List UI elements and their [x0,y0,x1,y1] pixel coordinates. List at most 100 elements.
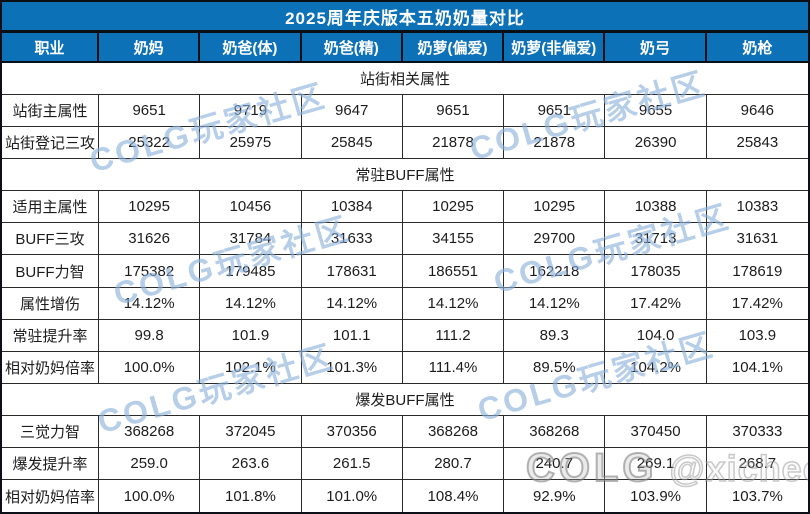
value-cell: 9647 [301,95,403,128]
value-cell: 14.12% [402,287,505,320]
value-cell: 14.12% [99,287,201,320]
table-row: 相对奶妈倍率 100.0% 101.8% 101.0% 108.4% 92.9% 103.9… [2,480,808,512]
value-cell: 89.3 [504,319,606,352]
value-cell: 100.0% [99,480,201,512]
value-cell: 111.4% [402,351,505,384]
table-row: 站街主属性 9651 9719 9647 9651 9651 9655 9646 [2,95,808,128]
value-cell: 31784 [200,223,302,256]
value-cell: 370356 [301,415,403,448]
value-cell: 101.0% [302,480,403,512]
row-label: 站街主属性 [2,95,99,128]
section-row: 常驻BUFF属性 [2,159,808,192]
value-cell: 9646 [706,95,808,128]
value-cell: 103.9% [605,480,707,512]
value-cell: 34155 [402,223,505,256]
value-cell: 104.0 [605,319,707,352]
value-cell: 101.1 [301,319,403,352]
value-cell: 17.42% [706,288,808,320]
table-row: BUFF三攻 31626 31784 31633 34155 29700 31713 3163… [2,223,808,256]
value-cell: 269.1 [605,447,707,481]
section-header: 站街相关属性 [2,63,808,96]
value-cell: 103.7% [731,487,783,505]
row-label: 常驻提升率 [2,319,99,352]
value-cell: 25843 [706,127,808,160]
value-cell: 25322 [99,127,201,160]
column-header: 奶爸(精) [301,33,403,63]
table-row: BUFF力智 175382 179485 178631 186551 162218 1780… [2,255,808,288]
row-label: 相对奶妈倍率 [2,480,99,512]
value-cell: 31713 [605,223,707,256]
table-row: 爆发提升率 259.0 263.6 261.5 280.7 240.7 269.1 268.7 [2,447,808,481]
value-cell: 179485 [200,255,302,288]
column-header: 奶枪 [706,33,808,63]
value-cell: 101.3% [301,351,403,384]
value-cell: 178631 [301,255,403,288]
value-cell: 268.7 [706,448,808,481]
value-cell: 104.2% [605,351,707,384]
value-cell: 21878 [402,127,505,160]
value-cell: 102.1% [200,351,302,384]
section-row: 爆发BUFF属性 [2,383,808,416]
value-cell: 29700 [504,223,606,256]
value-cell: 10384 [301,191,403,224]
value-cell: 368268 [402,415,505,448]
section-row: 站街相关属性 [2,63,808,96]
table-row: 站街登记三攻 25322 25975 25845 21878 21878 26390 2584… [2,127,808,160]
row-label: 爆发提升率 [2,447,99,481]
value-cell: 111.2 [402,319,505,352]
row-label: 属性增伤 [2,287,99,320]
value-cell: 240.7 [504,447,606,481]
value-cell: 108.4% [403,480,505,512]
row-label: BUFF力智 [2,255,99,288]
value-cell: 10388 [605,191,707,224]
value-cell: 103.9 [706,320,808,352]
value-cell: 14.12% [504,287,606,320]
table-row: 三觉力智 368268 372045 370356 368268 368268 370450… [2,415,808,448]
table-row: 相对奶妈倍率 100.0% 102.1% 101.3% 111.4% 89.5% 104.2… [2,351,808,384]
value-cell: 101.8% [200,480,302,512]
column-header: 奶萝(非偏爱) [504,33,606,63]
value-cell: 31631 [706,223,808,256]
value-cell: 178035 [605,255,707,288]
value-cell: 175382 [99,255,201,288]
value-cell: 14.12% [301,287,403,320]
column-header: 奶弓 [605,33,707,63]
value-cell: 9651 [99,95,201,128]
value-cell: 31626 [99,223,201,256]
value-cell: 92.9% [504,480,606,512]
value-cell: 10295 [99,191,201,224]
value-cell: 261.5 [301,447,403,481]
value-cell: 31633 [301,223,403,256]
value-cell: 10295 [402,191,505,224]
value-cell: 10456 [200,191,302,224]
value-cell: 370450 [605,415,707,448]
value-cell: 89.5% [504,351,606,384]
value-cell: 9651 [504,95,606,128]
value-cell: 104.1% [706,352,808,384]
value-cell: 25975 [200,127,302,160]
section-header: 爆发BUFF属性 [2,383,808,416]
value-cell: 17.42% [605,287,707,320]
value-cell: 280.7 [402,447,505,481]
value-cell: 26390 [605,127,707,160]
value-cell: 21878 [504,127,606,160]
table-row: 适用主属性 10295 10456 10384 10295 10295 10388 10383 [2,191,808,224]
value-cell: 368268 [504,415,606,448]
value-cell: 10383 [706,191,808,224]
section-header: 常驻BUFF属性 [2,159,808,192]
value-cell: 178619 [706,255,808,288]
value-cell: 372045 [200,415,302,448]
value-cell: 263.6 [200,447,302,481]
value-cell: 14.12% [200,287,302,320]
value-cell: 25845 [301,127,403,160]
row-label: 适用主属性 [2,191,99,224]
table-row: 常驻提升率 99.8 101.9 101.1 111.2 89.3 104.0 103.9 [2,319,808,352]
row-label: BUFF三攻 [2,223,99,256]
value-cell: 101.9 [200,319,302,352]
column-header-class: 职业 [2,33,99,63]
value-cell: 99.8 [99,319,201,352]
value-cell: 368268 [99,415,201,448]
value-cell: 186551 [402,255,505,288]
value-cell: 162218 [504,255,606,288]
